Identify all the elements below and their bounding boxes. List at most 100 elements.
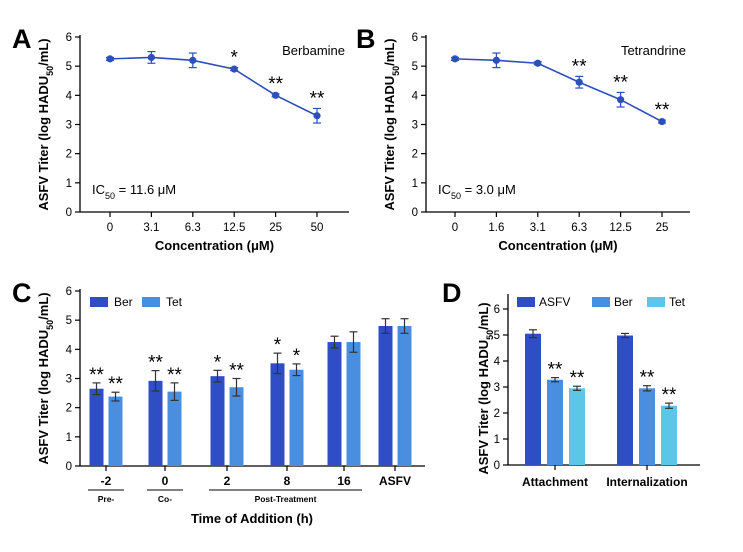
- panel-a-y-tick-label: 2: [66, 149, 72, 161]
- panel-a-y-axis-title: ASFV Titer (log HADU50/mL): [36, 38, 55, 210]
- panel-c-bar-tet: [397, 326, 412, 466]
- panel-d-legend-label: Tet: [669, 295, 686, 309]
- panel-b-series-line: [454, 58, 663, 123]
- panel-d-legend-swatch: [592, 297, 610, 307]
- panel-c-bar-tet: [346, 342, 361, 466]
- panel-c-category-label: 0: [162, 474, 169, 488]
- panel-b-significance-mark: **: [655, 100, 670, 121]
- panel-c-y-tick-label: 5: [66, 315, 72, 327]
- panel-c-phase-label: Co-: [158, 494, 172, 504]
- panel-c-bar-ber: [89, 388, 104, 466]
- panel-d-significance-mark: **: [640, 368, 655, 389]
- panel-c-significance-mark: **: [148, 353, 163, 374]
- panel-a-data-point: [147, 53, 155, 62]
- panel-b-data-point: [575, 78, 583, 86]
- panel-c-legend-label: Tet: [166, 295, 183, 309]
- panel-c-bar-ber: [270, 363, 285, 466]
- panel-c-bar-ber: [327, 342, 342, 466]
- panel-a-x-tick-label: 3.1: [143, 222, 159, 234]
- panel-d-y-tick-label: 3: [494, 382, 500, 394]
- panel-a-y-tick-label: 6: [66, 32, 72, 44]
- panel-c-y-tick-label: 0: [66, 461, 72, 473]
- panel-b-y-tick-label: 0: [412, 207, 418, 219]
- panel-d-bar-ber: [547, 379, 563, 465]
- panel-c-y-tick-label: 4: [66, 344, 73, 356]
- panel-a-x-tick-label: 6.3: [185, 222, 201, 234]
- panel-d-legend-label: ASFV: [539, 295, 570, 309]
- panel-c-bar-ber: [210, 376, 225, 466]
- panel-b-data-point: [658, 117, 666, 126]
- panel-b-y-axis-title: ASFV Titer (log HADU50/mL): [382, 38, 401, 210]
- panel-a-y-tick-label: 4: [66, 90, 73, 102]
- panel-c-category-label: -2: [101, 474, 112, 488]
- panel-d-legend-label: Ber: [614, 295, 633, 309]
- panel-b-y-tick-label: 1: [412, 178, 418, 190]
- panel-c-category-label: 2: [224, 474, 231, 488]
- panel-b-y-tick-label: 6: [412, 32, 418, 44]
- panel-a-y-tick-label: 1: [66, 178, 72, 190]
- panel-b-y-tick-label: 3: [412, 120, 418, 132]
- panel-a-x-tick-label: 12.5: [223, 222, 245, 234]
- panel-d-y-axis-title: ASFV Titer (log HADU50/mL): [476, 302, 495, 474]
- panel-b-x-axis-title: Concentration (μM): [498, 238, 617, 253]
- panel-a-y-tick-label: 5: [66, 61, 72, 73]
- panel-d-legend-swatch: [647, 297, 665, 307]
- panel-d-significance-mark: **: [570, 368, 585, 389]
- panel-d-panel-letter: D: [442, 278, 462, 308]
- panel-d-bar-ber: [639, 388, 655, 465]
- panel-d-bar-tet: [569, 388, 585, 465]
- panel-a-x-tick-label: 50: [311, 222, 324, 234]
- panel-c-category-label: ASFV: [379, 474, 411, 488]
- panel-c-phase-label: Pre-: [98, 494, 115, 504]
- panel-b-x-tick-label: 12.5: [609, 222, 631, 234]
- panel-c-significance-mark: **: [89, 365, 104, 386]
- panel-b-x-tick-label: 0: [452, 222, 458, 234]
- panel-c-y-axis-title: ASFV Titer (log HADU50/mL): [36, 292, 55, 464]
- panel-b-y-tick-label: 4: [412, 90, 419, 102]
- panel-a-data-point: [272, 91, 280, 99]
- panel-a-y-tick-label: 0: [66, 207, 72, 219]
- panel-b-ic50-label: IC50 = 3.0 μM: [438, 182, 516, 201]
- panel-a-significance-mark: **: [268, 74, 283, 95]
- panel-b-panel-letter: B: [356, 24, 376, 54]
- panel-c-y-tick-label: 3: [66, 374, 72, 386]
- panel-a-panel-letter: A: [12, 24, 32, 54]
- panel-b-x-tick-label: 1.6: [488, 222, 504, 234]
- panel-d-legend-swatch: [517, 297, 535, 307]
- panel-d-y-tick-label: 6: [494, 304, 500, 316]
- panel-b-x-tick-label: 25: [656, 222, 669, 234]
- panel-d-category-label: Attachment: [522, 475, 588, 489]
- panel-c-y-tick-label: 1: [66, 432, 72, 444]
- panel-b-data-point: [534, 59, 542, 67]
- panel-b-x-tick-label: 3.1: [530, 222, 546, 234]
- panel-c-panel-letter: C: [12, 278, 32, 308]
- panel-c-bar-tet: [289, 369, 304, 466]
- panel-c-category-label: 8: [284, 474, 291, 488]
- panel-b-data-point: [617, 96, 625, 104]
- panel-c-significance-mark: **: [229, 361, 244, 382]
- panel-c-significance-mark: **: [167, 365, 182, 386]
- panel-d-bar-tet: [661, 405, 677, 465]
- panel-a-drug-label: Berbamine: [282, 43, 345, 58]
- panel-a-series-line: [109, 56, 318, 117]
- panel-c-significance-mark: **: [108, 374, 123, 395]
- panel-c-y-tick-label: 6: [66, 286, 72, 298]
- panel-a-data-point: [313, 112, 321, 120]
- panel-b-y-tick-label: 2: [412, 149, 418, 161]
- panel-a-x-tick-label: 0: [107, 222, 113, 234]
- panel-d-bar-asfv: [525, 333, 541, 465]
- panel-c-bar-ber: [148, 380, 163, 466]
- panel-b-significance-mark: **: [613, 72, 628, 93]
- panel-a-x-axis-title: Concentration (μM): [155, 238, 274, 253]
- panel-c-category-label: 16: [337, 474, 351, 488]
- panel-d-y-tick-label: 4: [494, 356, 501, 368]
- panel-c-significance-mark: *: [274, 335, 282, 356]
- panel-d-bar-asfv: [617, 335, 633, 465]
- panel-c-bar-tet: [229, 387, 244, 466]
- panel-d-category-label: Internalization: [606, 475, 687, 489]
- panel-a-ic50-label: IC50 = 11.6 μM: [92, 182, 176, 201]
- panel-d-y-tick-label: 0: [494, 460, 500, 472]
- panel-c-significance-mark: *: [214, 352, 222, 373]
- panel-a-significance-mark: *: [230, 48, 238, 69]
